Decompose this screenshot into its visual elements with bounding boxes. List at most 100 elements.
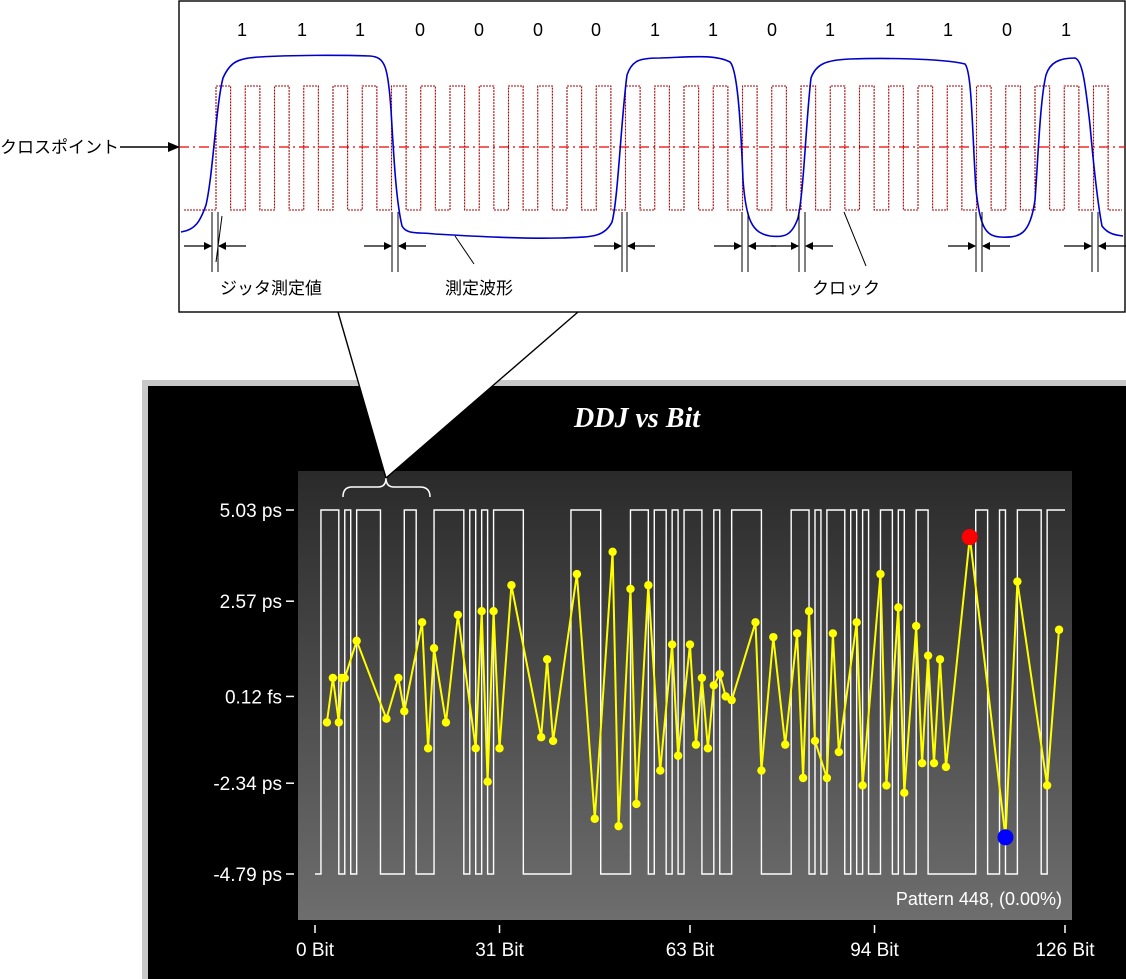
ddj-data-point: [792, 629, 802, 638]
x-tick-label: 0 Bit: [296, 940, 335, 961]
ddj-data-point: [542, 655, 552, 664]
jitter-label-leader: [215, 215, 223, 263]
bit-value-label: 1: [1061, 20, 1071, 40]
x-tick-label: 31 Bit: [475, 940, 524, 961]
bit-value-label: 1: [355, 20, 365, 40]
ddj-data-point: [400, 707, 409, 716]
jitter-arrow-head: [614, 242, 622, 250]
bit-value-label: 1: [237, 20, 247, 40]
ddj-data-point: [727, 695, 736, 705]
clock-signal: [184, 85, 1122, 211]
x-tick-label: 63 Bit: [666, 940, 715, 961]
ddj-data-point: [1013, 577, 1022, 586]
ddj-data-point: [858, 781, 867, 790]
ddj-data-point: [703, 744, 713, 753]
ddj-data-point: [417, 618, 427, 627]
jitter-arrow-head: [218, 242, 226, 250]
ddj-data-point: [453, 610, 463, 620]
ddj-data-point: [429, 644, 439, 653]
callout-line-left: [337, 311, 387, 479]
ddj-data-point: [394, 673, 403, 683]
ddj-data-point: [882, 781, 891, 790]
ddj-data-point: [471, 744, 480, 753]
ddj-data-point: [334, 718, 344, 727]
jitter-arrow-head: [734, 242, 742, 250]
ddj-data-point: [352, 636, 361, 646]
bit-value-label: 0: [591, 20, 601, 40]
bit-value-label: 1: [650, 20, 660, 40]
chart-title: DDJ vs Bit: [573, 403, 701, 434]
bit-value-label: 0: [533, 20, 543, 40]
callout-line-right: [385, 311, 579, 479]
ddj-data-point: [798, 773, 808, 783]
ddj-data-point: [876, 569, 885, 579]
ddj-data-point: [644, 581, 653, 590]
jitter-measurement-label: ジッタ測定値: [220, 279, 322, 299]
ddj-data-point: [917, 758, 927, 768]
waveform-label-leader: [454, 235, 475, 265]
bit-value-label: 0: [415, 20, 425, 40]
bit-value-label: 1: [885, 20, 895, 40]
ddj-series-layer: [322, 532, 1064, 842]
jitter-arrow-head: [1084, 242, 1092, 250]
clock-label-leader: [843, 211, 867, 267]
y-tick-label: -4.79 ps: [213, 865, 282, 886]
ddj-data-point: [614, 821, 623, 831]
ddj-data-point: [894, 603, 903, 612]
ddj-data-point: [483, 777, 492, 786]
bit-pattern-layer: [315, 509, 1065, 875]
ddj-data-point: [1054, 625, 1064, 634]
bit-pattern-trace: [315, 509, 1065, 875]
crosspoint-label: クロスポイント: [0, 138, 119, 158]
callout-connector: [337, 311, 579, 479]
zoomed-waveform-box: 1 1 1 0 0 0 0 1 1 0 1 1 1 0 1 ジッタ測定値 測定波形 クロック: [178, 0, 1126, 313]
bit-value-labels: 1 1 1 0 0 0 0 1 1 0 1 1 1 0 1: [237, 20, 1071, 40]
measured-waveform-label: 測定波形: [445, 279, 513, 299]
ddj-data-point: [536, 733, 546, 742]
crosspoint-arrow-head: [168, 142, 180, 152]
ddj-data-point: [673, 751, 683, 760]
jitter-arrow-head: [805, 242, 813, 250]
callout-wedge: [338, 312, 578, 478]
bit-value-label: 1: [825, 20, 835, 40]
ddj-data-point: [697, 673, 707, 683]
bit-value-label: 0: [767, 20, 777, 40]
ddj-data-point: [769, 632, 778, 642]
ddj-data-point: [1042, 781, 1052, 790]
ddj-data-point: [691, 740, 701, 749]
ddj-data-point: [608, 547, 617, 557]
ddj-data-point: [489, 606, 498, 616]
ddj-data-point: [757, 766, 766, 775]
jitter-arrow-head: [384, 242, 392, 250]
jitter-arrow-head: [748, 242, 756, 250]
pattern-annotation: Pattern 448, (0.00%): [896, 889, 1062, 909]
measured-waveform: [180, 54, 1124, 239]
ddj-data-point: [822, 773, 832, 783]
y-tick-label: 5.03 ps: [220, 501, 282, 522]
clock-label: クロック: [812, 279, 880, 299]
y-tick-label: 0.12 fs: [225, 687, 282, 708]
jitter-arrow-head: [398, 242, 406, 250]
ddj-data-point: [382, 714, 391, 723]
ddj-chart-panel: DDJ vs Bit 5.03 ps 2.57 ps 0.12 fs -2.34 ps…: [142, 380, 1126, 979]
ddj-data-point: [828, 629, 838, 638]
jitter-arrow-head: [204, 242, 212, 250]
marker-layer: [961, 529, 1014, 846]
ddj-data-point: [941, 762, 951, 772]
ddj-data-point: [507, 581, 516, 590]
bit-value-label: 1: [297, 20, 307, 40]
ddj-data-point: [781, 740, 790, 749]
ddj-data-point: [626, 584, 635, 594]
ddj-data-point: [632, 799, 641, 809]
ddj-data-point: [548, 736, 558, 746]
ddj-data-point: [751, 618, 760, 627]
max-marker: [961, 529, 978, 546]
bit-value-label: 0: [1002, 20, 1012, 40]
bit-value-label: 1: [943, 20, 953, 40]
ddj-data-point: [322, 718, 332, 727]
ddj-data-point: [423, 744, 433, 753]
ddj-data-point: [340, 673, 349, 683]
ddj-data-point: [572, 569, 582, 579]
y-tick-label: 2.57 ps: [220, 592, 282, 613]
